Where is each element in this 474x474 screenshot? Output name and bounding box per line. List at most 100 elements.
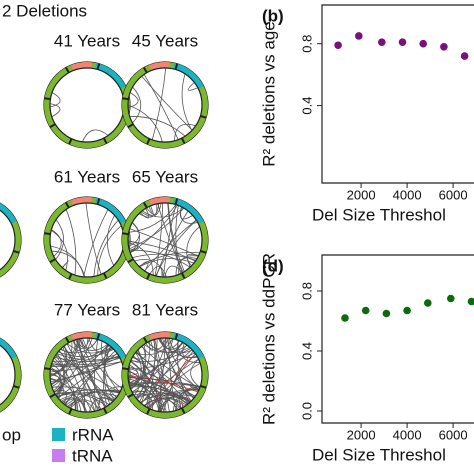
deletion-arc (127, 240, 196, 262)
point (334, 41, 342, 50)
deletion-arc (127, 104, 163, 143)
deletion-arc (130, 348, 191, 362)
deletion-arc (140, 346, 200, 389)
deletion-arc (172, 389, 199, 412)
ring-tick (127, 123, 134, 129)
deletion-arc (50, 368, 60, 372)
deletion-arc (57, 349, 114, 358)
deletion-arc (51, 360, 62, 366)
legend-label: tRNA (72, 446, 113, 465)
deletion-arc (130, 361, 165, 413)
ring-tick (49, 393, 56, 399)
deletion-arc (132, 342, 184, 393)
deletion-arc (50, 245, 85, 277)
deletion-arc (135, 394, 151, 409)
x-tick-label: 2000 (347, 427, 376, 442)
deletion-arc (129, 116, 186, 137)
deletion-arc (175, 257, 198, 276)
deletion-arc (101, 341, 121, 393)
point (460, 52, 469, 60)
deletion-arc (187, 82, 198, 91)
y-tick-label: 0.0 (299, 402, 314, 420)
x-tick-label: 4000 (393, 427, 422, 442)
ring-tick (65, 337, 70, 344)
deletion-arc (132, 86, 142, 124)
point (403, 306, 411, 315)
deletion-arc (128, 381, 160, 412)
deletion-arc (127, 242, 154, 276)
y-tick-label: 0.8 (299, 282, 314, 300)
point (440, 42, 448, 51)
point (467, 297, 474, 306)
ring-tick (127, 393, 134, 399)
y-tick-label: 0.4 (299, 342, 314, 360)
deletion-arc (163, 350, 194, 413)
deletion-arc (61, 260, 69, 269)
deletion-arc (51, 229, 62, 257)
circos-label: 77 Years (54, 300, 120, 319)
deletion-arc (67, 399, 101, 410)
circos-label: 45 Years (132, 31, 198, 50)
ring-tick (44, 367, 51, 371)
ring-tick (180, 407, 186, 414)
deletion-arc (130, 356, 141, 364)
ring-tick (174, 63, 179, 70)
ring-tick (174, 333, 179, 340)
deletion-arc (181, 73, 193, 131)
deletion-arc (127, 92, 139, 109)
deletion-arc (85, 202, 102, 275)
deletion-arc (128, 370, 162, 412)
deletion-arc (57, 353, 118, 399)
deletion-arc (167, 203, 183, 273)
ring-segment (71, 62, 93, 71)
ring-segment (94, 63, 126, 90)
point (424, 299, 432, 307)
ring-inner (0, 344, 16, 406)
deletion-arc (56, 346, 68, 397)
deletion-arc (89, 397, 113, 413)
ring-inner (127, 67, 203, 143)
deletion-arc (174, 123, 196, 141)
deletion-arc (93, 219, 119, 277)
ring-tick (122, 367, 129, 371)
deletion-arc (145, 340, 154, 351)
ring (0, 203, 21, 277)
x-tick-label: 6000 (439, 187, 468, 202)
y-tick-label: 0.4 (299, 97, 314, 115)
ring-tick (174, 198, 179, 205)
deletion-arc (177, 340, 200, 363)
deletion-arc (139, 258, 194, 268)
circos-label: 65 Years (132, 167, 198, 186)
ring-tick (49, 258, 56, 264)
deletion-arc (49, 103, 61, 118)
circos-label: 41 Years (54, 31, 120, 50)
deletion-arc (93, 339, 99, 411)
deletion-arc (66, 343, 112, 354)
deletion-arc (135, 337, 169, 398)
deletion-arc (186, 253, 199, 267)
x-tick-label: 2000 (347, 187, 376, 202)
point (341, 314, 349, 322)
x-tick-label: 6000 (439, 427, 468, 442)
ring-tick (127, 258, 134, 264)
point (447, 294, 455, 303)
ring-segment (149, 197, 171, 206)
deletion-arc (51, 229, 68, 271)
deletion-arc (65, 209, 77, 276)
legend-swatch (52, 449, 65, 462)
deletion-arc (130, 341, 151, 390)
ring-tick (122, 97, 129, 101)
plot-frame (321, 4, 474, 184)
ring-tick (44, 97, 51, 101)
deletion-arc (83, 209, 109, 277)
deletion-arc (78, 338, 86, 412)
deletion-arc (56, 393, 107, 407)
deletion-arc (128, 204, 177, 233)
ring-tick (180, 137, 186, 144)
ring-tick (146, 273, 151, 280)
ring-inner (127, 337, 203, 413)
deletion-arc (56, 353, 66, 398)
panel-title: 2 Deletions (2, 1, 87, 20)
ring-tick (96, 333, 101, 340)
ring-segment (149, 332, 171, 341)
